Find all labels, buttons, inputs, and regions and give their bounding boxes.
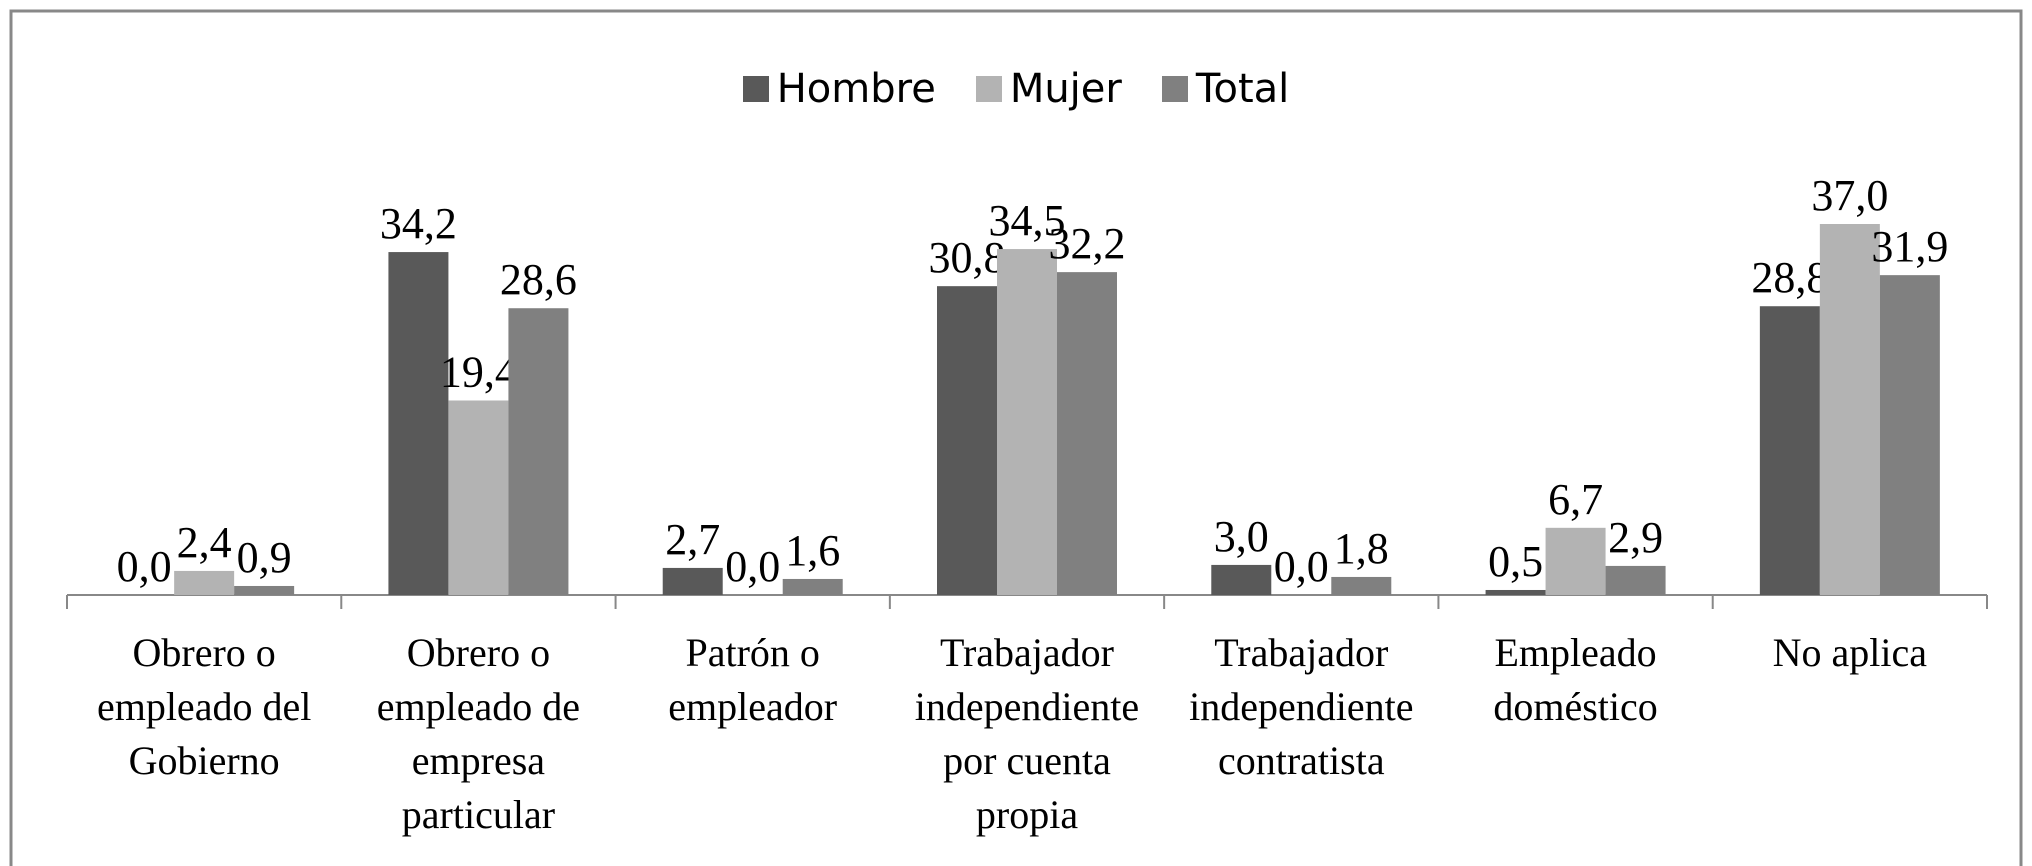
legend-item: Mujer xyxy=(975,66,1122,112)
legend-label: Mujer xyxy=(1009,66,1122,112)
bar xyxy=(174,570,235,595)
legend-swatch xyxy=(975,76,1002,102)
chart-border xyxy=(9,9,2023,866)
legend-item: Hombre xyxy=(742,66,936,112)
data-label: 34,2 xyxy=(380,199,457,248)
data-label: 31,9 xyxy=(1871,222,1948,271)
bar xyxy=(1057,272,1117,595)
x-tick-label: Obrero o empleado del Gobierno xyxy=(96,630,312,783)
bar xyxy=(508,308,569,595)
data-label: 0,5 xyxy=(1488,537,1543,586)
legend-swatch xyxy=(1161,76,1188,102)
data-label: 0,0 xyxy=(117,542,172,591)
legend-item: Total xyxy=(1161,66,1290,112)
data-label: 0,0 xyxy=(725,542,780,591)
data-label: 34,5 xyxy=(989,196,1066,245)
bar xyxy=(1485,589,1546,595)
bar xyxy=(1331,576,1392,595)
bar xyxy=(1211,564,1272,595)
bar xyxy=(1605,565,1666,595)
bar xyxy=(234,585,295,595)
data-label: 30,8 xyxy=(929,233,1006,282)
bar xyxy=(448,400,509,595)
data-label: 1,6 xyxy=(785,526,840,575)
legend-label: Hombre xyxy=(776,66,936,112)
bar xyxy=(937,286,997,595)
data-label: 6,7 xyxy=(1548,475,1603,524)
bar xyxy=(1879,275,1940,595)
data-label: 0,0 xyxy=(1274,542,1329,591)
data-label: 37,0 xyxy=(1811,171,1888,220)
x-tick-label: Empleado doméstico xyxy=(1493,630,1658,729)
legend-swatch xyxy=(742,76,769,102)
bar xyxy=(997,249,1057,595)
bar xyxy=(782,578,843,595)
bar xyxy=(662,567,723,595)
data-label: 28,8 xyxy=(1751,253,1828,302)
bar xyxy=(388,252,449,595)
data-label: 19,4 xyxy=(440,347,517,396)
x-tick-label: Patrón o empleador xyxy=(668,630,838,729)
x-tick-label: Trabajador independiente contratista xyxy=(1189,630,1414,783)
data-label: 3,0 xyxy=(1214,512,1269,561)
legend: Hombre Mujer Total xyxy=(0,66,2032,112)
data-label: 2,9 xyxy=(1608,513,1663,562)
data-label: 0,9 xyxy=(237,533,292,582)
x-tick-label: No aplica xyxy=(1772,630,1928,675)
data-label: 2,4 xyxy=(177,518,232,567)
data-label: 32,2 xyxy=(1049,219,1126,268)
data-label: 28,6 xyxy=(500,255,577,304)
x-tick-label: Trabajador independiente por cuenta prop… xyxy=(914,630,1140,837)
legend-label: Total xyxy=(1195,66,1290,112)
bar xyxy=(1819,224,1880,595)
x-tick-label: Obrero o empleado de empresa particular xyxy=(376,630,581,837)
bar xyxy=(1545,527,1606,595)
data-label: 1,8 xyxy=(1334,524,1389,573)
bar xyxy=(1759,306,1820,595)
data-label: 2,7 xyxy=(665,515,720,564)
